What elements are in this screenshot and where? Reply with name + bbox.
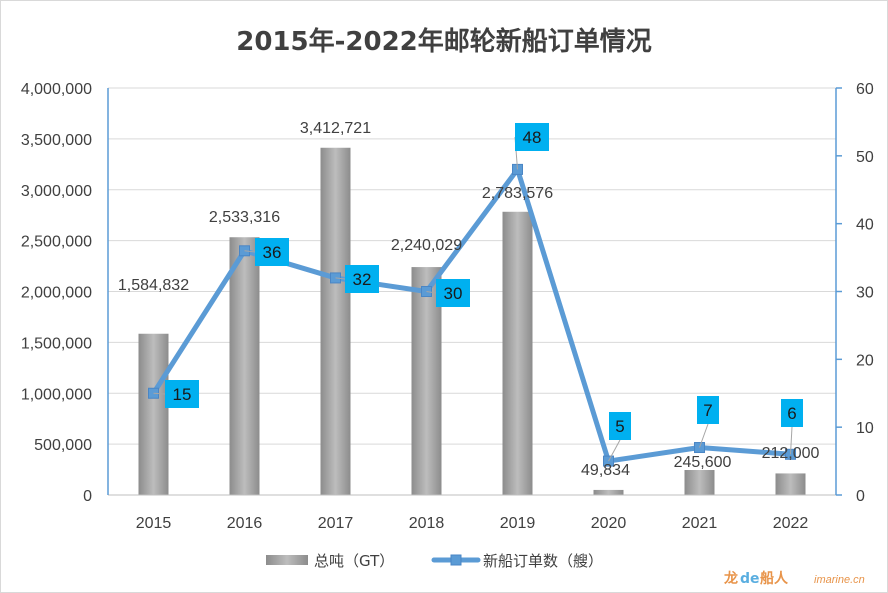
y-left-tick-label: 1,000,000 xyxy=(21,386,92,403)
y-left-tick-label: 2,000,000 xyxy=(21,285,92,302)
line-value-label: 5 xyxy=(615,417,624,436)
y-right-tick-label: 10 xyxy=(856,420,874,437)
y-right-tick-label: 0 xyxy=(856,488,865,505)
y-right-tick-label: 30 xyxy=(856,285,874,302)
callout-leader xyxy=(608,439,621,462)
bar-2020 xyxy=(593,489,624,495)
y-left-tick-label: 0 xyxy=(83,488,92,505)
y-right-tick-label: 20 xyxy=(856,352,874,369)
callout-box xyxy=(515,123,549,151)
callout-box xyxy=(436,279,470,307)
callout-leader xyxy=(335,277,346,280)
watermark: 龙 de 船人 imarine.cn xyxy=(723,570,865,587)
callout-leader xyxy=(426,291,437,294)
y-right-tick-label: 50 xyxy=(856,149,874,166)
callout-box xyxy=(609,412,631,440)
legend-label-line: 新船订单数（艘） xyxy=(483,552,603,570)
line-value-label: 6 xyxy=(787,404,796,423)
x-tick-label: 2021 xyxy=(682,515,718,532)
bar-2016 xyxy=(229,237,260,495)
x-tick-label: 2019 xyxy=(500,515,536,532)
line-value-label: 48 xyxy=(523,128,542,147)
callout-leader xyxy=(153,392,166,395)
y-right-tick-label: 60 xyxy=(856,81,874,98)
y-left-tick-label: 1,500,000 xyxy=(21,335,92,352)
bar-2019 xyxy=(502,211,533,495)
watermark-part3: 船人 xyxy=(760,570,789,587)
bar-value-label: 2,240,029 xyxy=(391,237,462,254)
callout-box xyxy=(255,238,289,266)
watermark-part2: de xyxy=(740,571,760,587)
watermark-part1: 龙 xyxy=(723,570,738,587)
x-tick-label: 2018 xyxy=(409,515,445,532)
x-tick-label: 2022 xyxy=(773,515,809,532)
x-tick-label: 2016 xyxy=(227,515,263,532)
callout-box xyxy=(165,380,199,408)
bar-value-label: 1,584,832 xyxy=(118,277,189,294)
x-tick-label: 2017 xyxy=(318,515,354,532)
legend-swatch-bar xyxy=(266,555,308,565)
bar-2021 xyxy=(684,470,715,495)
line-value-label: 32 xyxy=(353,270,372,289)
y-right-tick-label: 40 xyxy=(856,217,874,234)
bar-value-label: 3,412,721 xyxy=(300,120,371,137)
bar-2015 xyxy=(138,333,169,495)
y-left-tick-label: 3,500,000 xyxy=(21,132,92,149)
bar-value-label: 245,600 xyxy=(674,454,732,471)
callout-box xyxy=(345,265,379,293)
legend-label-bar: 总吨（GT） xyxy=(314,552,394,570)
line-value-label: 15 xyxy=(173,385,192,404)
bar-value-label: 2,533,316 xyxy=(209,209,280,226)
line-value-label: 30 xyxy=(444,284,463,303)
y-left-tick-label: 4,000,000 xyxy=(21,81,92,98)
y-left-tick-label: 3,000,000 xyxy=(21,183,92,200)
line-value-label: 36 xyxy=(263,243,282,262)
bar-value-label: 2,783,576 xyxy=(482,185,553,202)
axes: 0 500,000 1,000,000 1,500,000 2,000,000 2,500… xyxy=(21,81,874,532)
bar-series xyxy=(138,147,806,495)
y-left-tick-label: 2,500,000 xyxy=(21,234,92,251)
callout-box xyxy=(781,399,803,427)
gridlines xyxy=(108,87,836,445)
x-tick-label: 2020 xyxy=(591,515,627,532)
x-tick-label: 2015 xyxy=(136,515,172,532)
bar-value-label: 49,834 xyxy=(581,462,630,479)
line-value-label: 7 xyxy=(703,401,712,420)
callout-leader xyxy=(699,423,709,448)
data-labels: 1,584,832 2,533,316 3,412,721 2,240,029 2,78… xyxy=(118,120,820,479)
bar-2022 xyxy=(775,473,806,495)
bar-2017 xyxy=(320,147,351,495)
chart-title: 2015年-2022年邮轮新船订单情况 xyxy=(236,26,652,57)
legend-swatch-marker xyxy=(450,554,462,566)
callout-leader xyxy=(244,250,256,253)
legend: 总吨（GT） 新船订单数（艘） xyxy=(266,552,603,570)
callout-box xyxy=(697,396,719,424)
y-left-tick-label: 500,000 xyxy=(34,437,92,454)
watermark-part4: imarine.cn xyxy=(814,574,865,586)
callout-leader xyxy=(790,426,793,455)
